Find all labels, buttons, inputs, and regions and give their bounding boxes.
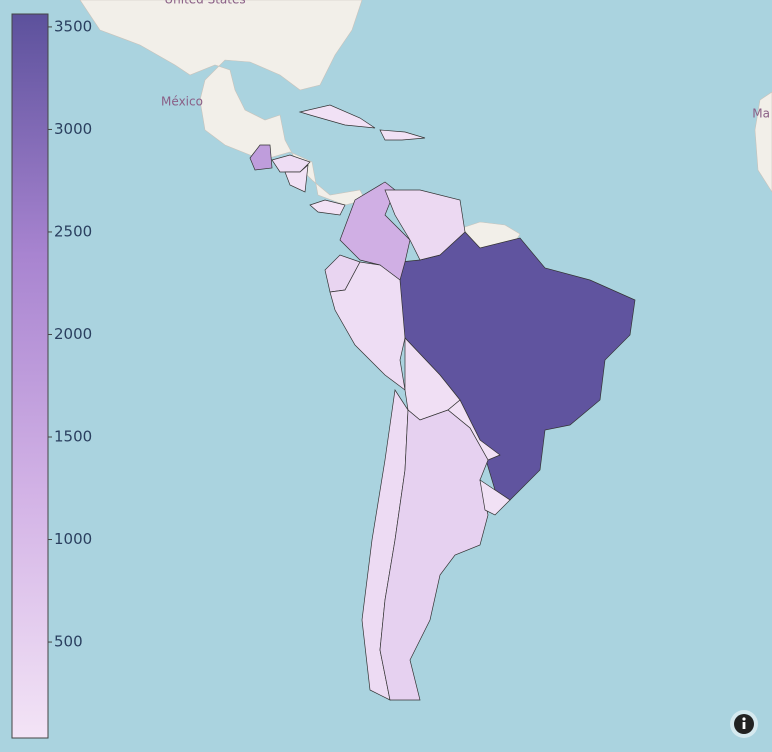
colorbar-tick-label: 1500: [54, 427, 92, 445]
info-button[interactable]: [730, 710, 758, 738]
place-label: United States: [164, 0, 245, 7]
country: [479, 479, 511, 516]
country: [379, 129, 426, 141]
place-label: Ma: [752, 107, 770, 121]
colorbar: [11, 13, 49, 739]
colorbar-tick-label: 3000: [54, 120, 92, 138]
colorbar-tick-label: 2500: [54, 222, 92, 240]
country: [249, 144, 273, 171]
place-label: México: [161, 95, 203, 109]
colorbar-tick-label: 500: [54, 633, 83, 651]
land-africa: [754, 91, 772, 193]
country: [298, 104, 376, 129]
country: [379, 409, 489, 701]
country: [384, 189, 466, 261]
country: [309, 199, 346, 216]
country: [271, 154, 311, 173]
country: [329, 261, 406, 391]
info-stem: [742, 722, 746, 729]
country: [284, 164, 309, 193]
colorbar-tick-label: 3500: [54, 17, 92, 35]
colorbar-tick-label: 1000: [54, 530, 92, 548]
colorbar-tick-label: 2000: [54, 325, 92, 343]
info-dot: [742, 717, 746, 721]
land-north-america: [79, 0, 366, 206]
